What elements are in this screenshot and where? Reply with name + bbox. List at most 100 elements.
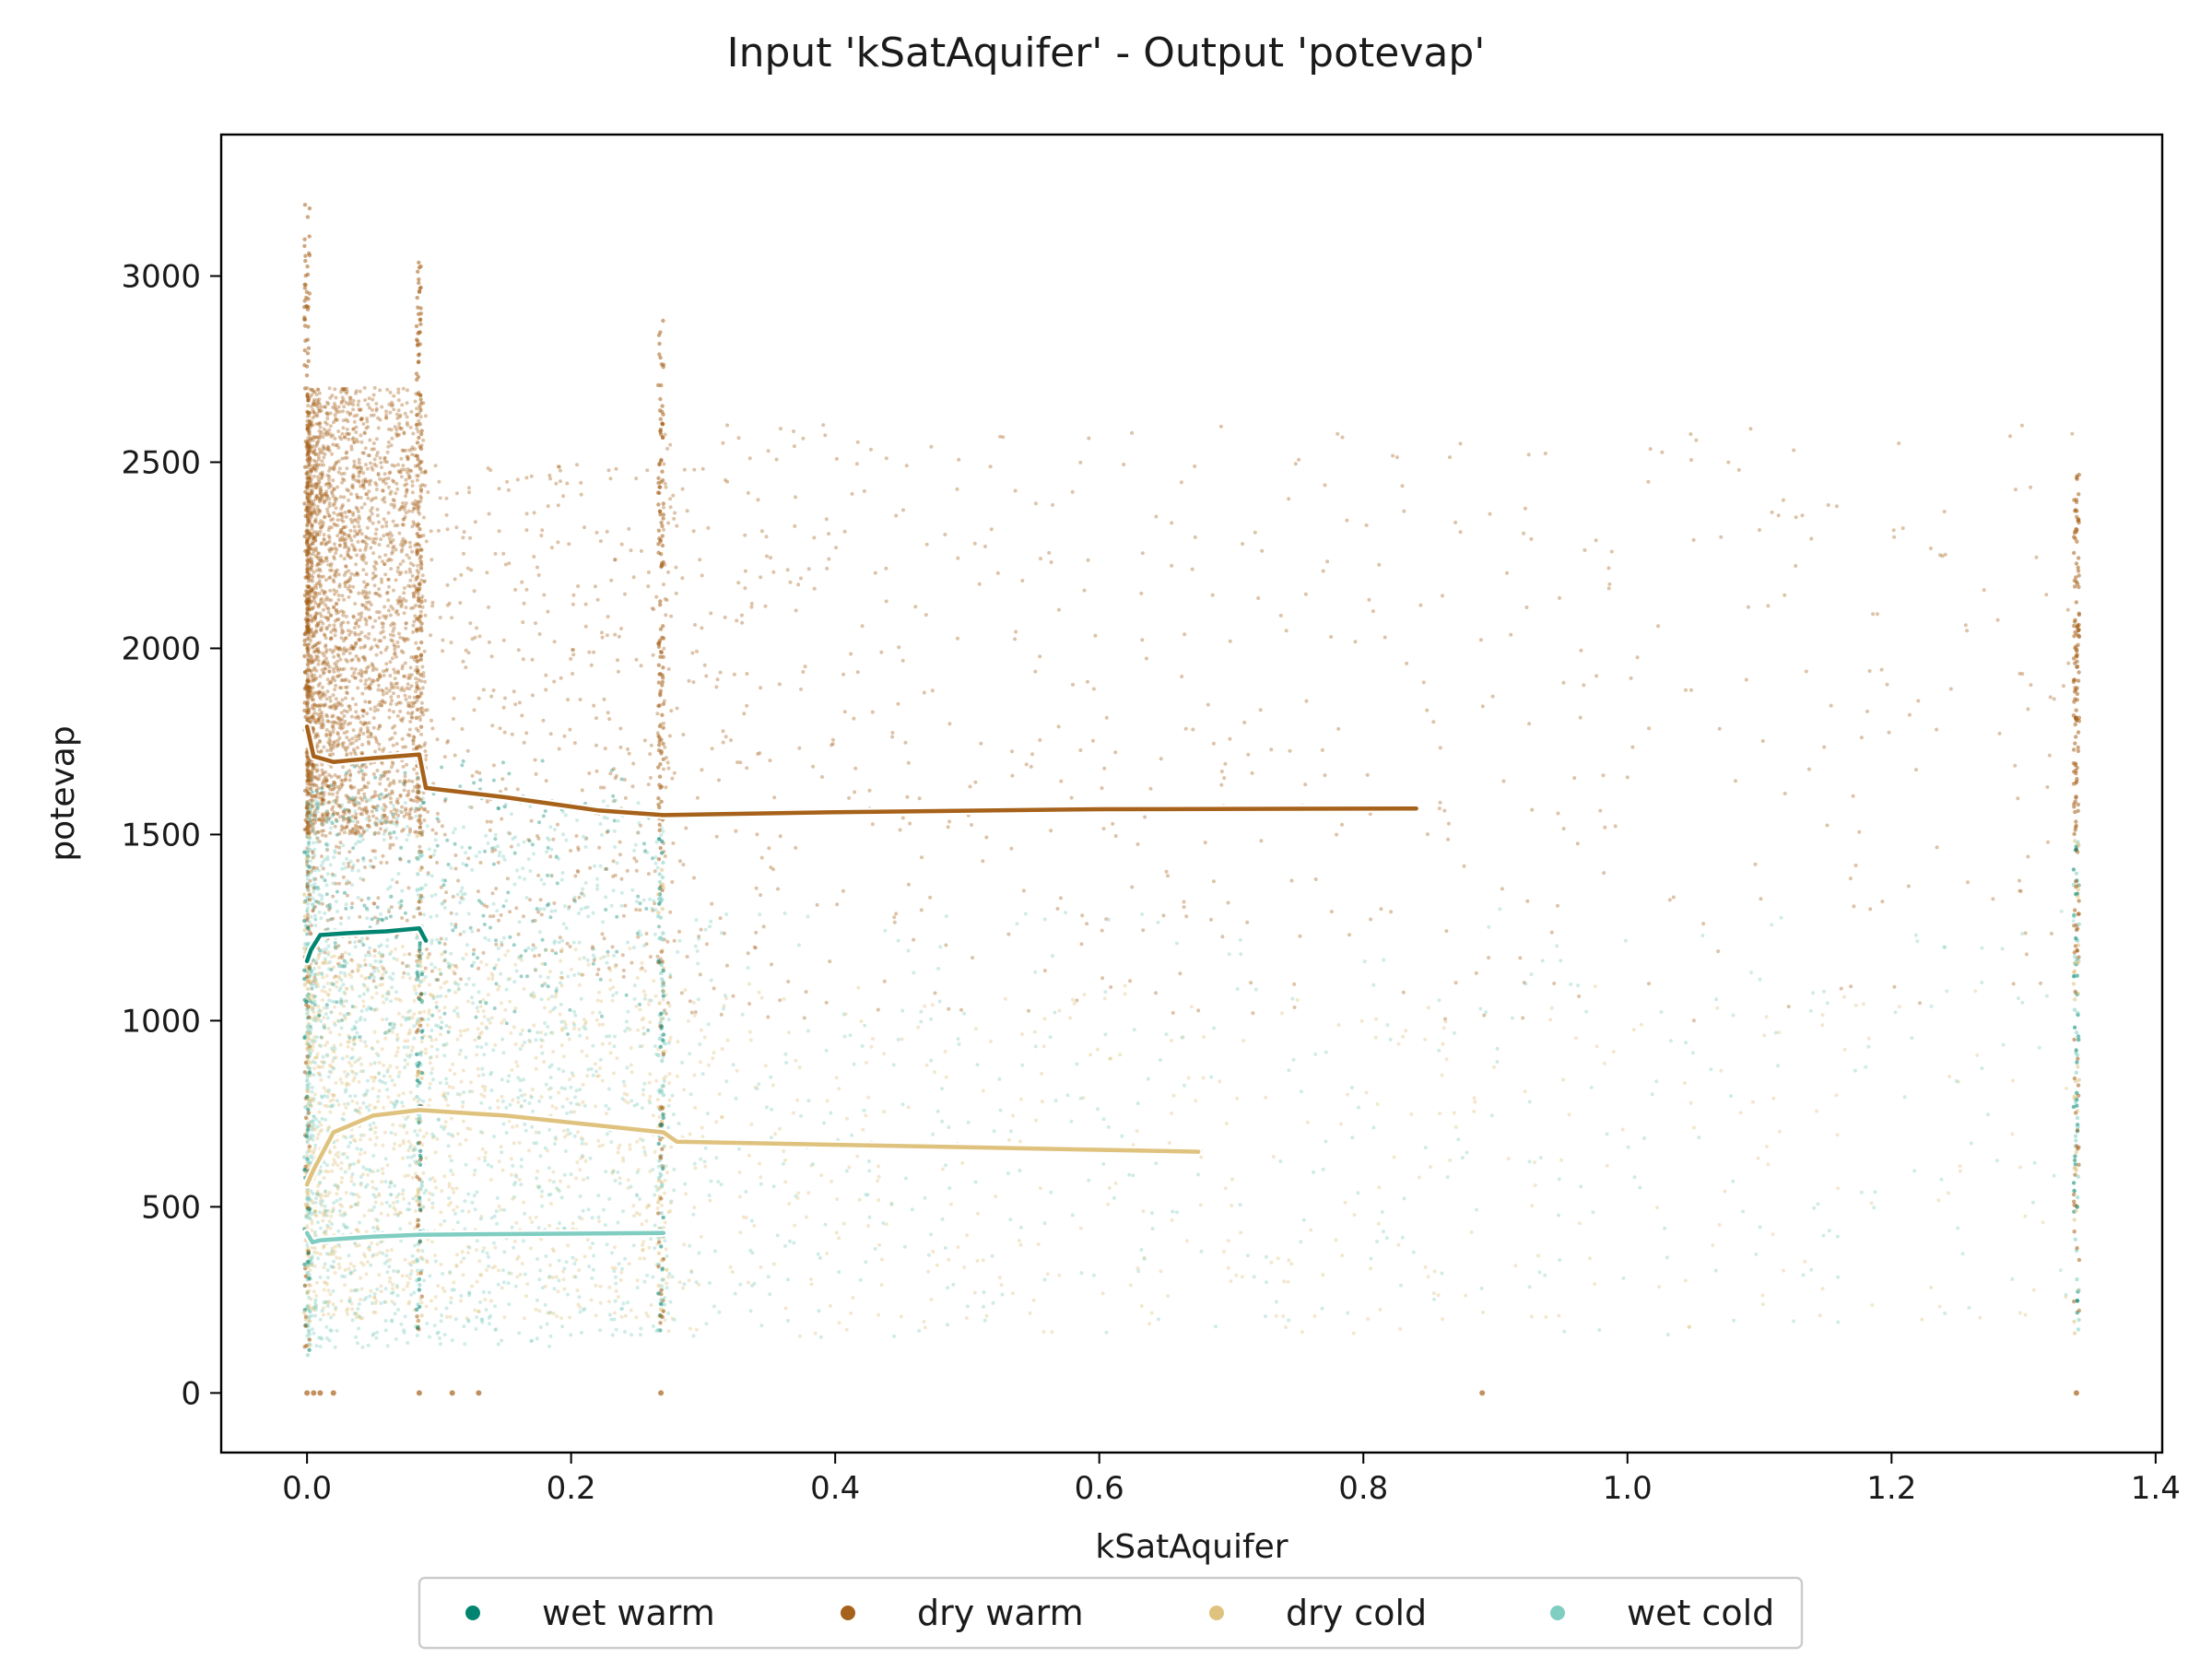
data-point [363, 656, 367, 661]
data-point [1938, 553, 1942, 558]
data-point [1298, 934, 1302, 938]
data-point [332, 488, 336, 492]
data-point [1038, 738, 1042, 742]
data-point [368, 482, 372, 487]
data-point [540, 528, 545, 533]
data-point [374, 653, 379, 657]
data-point [384, 520, 389, 524]
data-point [328, 395, 333, 400]
data-point [723, 615, 727, 619]
data-point [514, 1124, 519, 1128]
data-point [445, 527, 450, 532]
data-point [457, 1052, 462, 1056]
data-point [664, 785, 668, 790]
data-point [325, 481, 330, 486]
data-point [1448, 455, 1452, 460]
data-point [329, 636, 334, 641]
data-point [368, 406, 371, 410]
data-point [364, 806, 369, 810]
data-point [351, 614, 356, 618]
data-point [443, 1120, 448, 1124]
data-point [523, 1092, 527, 1097]
data-point [332, 669, 336, 674]
data-point [354, 425, 359, 429]
data-point [419, 496, 424, 500]
data-point [554, 1275, 559, 1279]
data-point [454, 491, 459, 496]
data-point [724, 963, 729, 968]
data-point [310, 813, 314, 818]
data-point [351, 728, 356, 733]
data-point [524, 512, 529, 516]
data-point [706, 525, 711, 530]
data-point [392, 815, 395, 819]
data-point [408, 720, 413, 724]
data-point [335, 1138, 339, 1143]
data-point [924, 613, 928, 618]
data-point [363, 670, 368, 675]
data-point [662, 767, 665, 771]
data-point [529, 818, 534, 823]
data-point [374, 573, 378, 578]
data-point [546, 504, 550, 509]
data-point [347, 651, 352, 655]
data-point [399, 467, 404, 472]
data-point [310, 524, 314, 528]
data-point [326, 719, 331, 724]
data-point [1892, 535, 1897, 539]
data-point [391, 403, 395, 407]
data-point [336, 974, 341, 979]
data-point [340, 1080, 344, 1085]
data-point [347, 831, 352, 836]
data-point [1091, 738, 1095, 743]
data-point [736, 581, 741, 585]
data-point [619, 627, 623, 630]
data-point [360, 539, 365, 544]
data-point [421, 438, 426, 442]
data-point [556, 1289, 560, 1294]
data-point [386, 1213, 390, 1218]
data-point [429, 633, 433, 638]
data-point [721, 729, 725, 734]
data-point [364, 479, 369, 484]
data-point [394, 547, 398, 552]
data-point [396, 813, 401, 818]
data-point [622, 778, 627, 782]
data-point [349, 714, 354, 719]
data-point [399, 1023, 404, 1028]
data-point [388, 674, 393, 678]
data-point [312, 483, 316, 488]
data-point [379, 773, 383, 778]
data-point [506, 948, 511, 953]
data-point [336, 429, 341, 433]
data-point [373, 915, 377, 920]
data-point [735, 760, 739, 765]
data-point [453, 923, 458, 926]
data-point [338, 841, 343, 845]
data-point [308, 521, 312, 525]
data-point [319, 1035, 324, 1040]
data-point [322, 659, 326, 664]
data-point [1021, 888, 1026, 893]
data-point [494, 963, 499, 968]
data-point [388, 842, 393, 847]
data-point [393, 651, 397, 655]
data-point [372, 638, 377, 642]
data-point [357, 612, 361, 617]
data-point [616, 669, 620, 674]
data-point [868, 447, 873, 452]
data-point [334, 984, 338, 989]
data-point [615, 949, 619, 954]
data-point [359, 898, 364, 902]
data-point [306, 544, 310, 548]
data-point [331, 894, 335, 899]
data-point [522, 914, 525, 919]
data-point [337, 1032, 342, 1037]
data-point [409, 806, 414, 811]
data-point [339, 636, 344, 641]
data-point [331, 503, 335, 508]
data-point [496, 860, 500, 865]
data-point [347, 800, 351, 805]
data-point [900, 816, 905, 820]
data-point [345, 730, 349, 734]
